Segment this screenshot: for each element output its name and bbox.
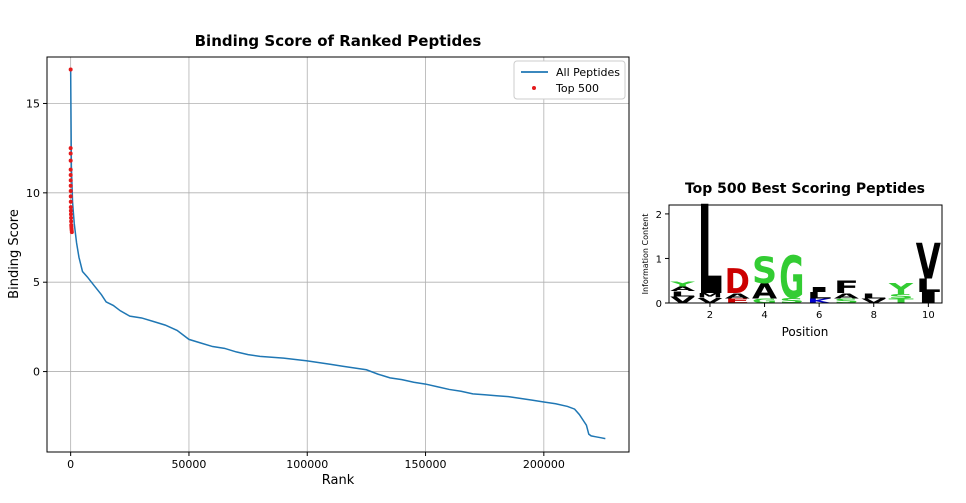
top-500-point — [69, 215, 74, 220]
top-500-point — [68, 178, 73, 183]
legend-label-top-500: Top 500 — [555, 82, 599, 95]
top-500-point — [69, 230, 74, 235]
top-500-point — [68, 199, 73, 204]
legend-box — [513, 60, 626, 100]
main-x-tick-label: 150000 — [405, 458, 447, 471]
legend-dot-swatch — [532, 86, 536, 90]
main-grid — [47, 57, 629, 452]
top-500-point — [68, 151, 73, 156]
main-x-tick-label: 200000 — [523, 458, 565, 471]
main-x-tick-label: 0 — [67, 458, 74, 471]
main-series-layer — [68, 67, 606, 440]
main-plot-frame — [46, 56, 630, 453]
main-chart-title: Binding Score of Ranked Peptides — [195, 32, 482, 50]
main-y-axis-label: Binding Score — [7, 209, 22, 299]
top-500-point — [68, 158, 73, 163]
top-500-point — [69, 219, 74, 224]
main-y-tick-label: 5 — [33, 276, 40, 289]
main-x-tick-label: 50000 — [171, 458, 206, 471]
main-x-tick-label: 100000 — [286, 458, 328, 471]
legend: All Peptides Top 500 — [513, 60, 626, 100]
legend-label-all-peptides: All Peptides — [556, 66, 620, 79]
top-500-point — [68, 212, 73, 217]
top-500-point — [68, 183, 73, 188]
top-500-point — [68, 194, 73, 199]
main-y-tick-label: 15 — [26, 97, 40, 110]
top-500-point — [68, 146, 73, 151]
series-all-peptides-line — [69, 69, 606, 440]
main-y-tick-label: 0 — [33, 366, 40, 379]
top-500-point — [68, 208, 73, 213]
top-500-point — [68, 205, 73, 210]
main-x-axis-label: Rank — [322, 473, 355, 488]
main-ticks: 0 50000 100000 150000 200000 0 5 10 15 — [26, 97, 565, 471]
main-y-tick-label: 10 — [26, 187, 40, 200]
top-500-point — [68, 172, 73, 177]
top-500-point — [68, 67, 73, 72]
top-500-point — [68, 167, 73, 172]
top-500-point — [68, 189, 73, 194]
